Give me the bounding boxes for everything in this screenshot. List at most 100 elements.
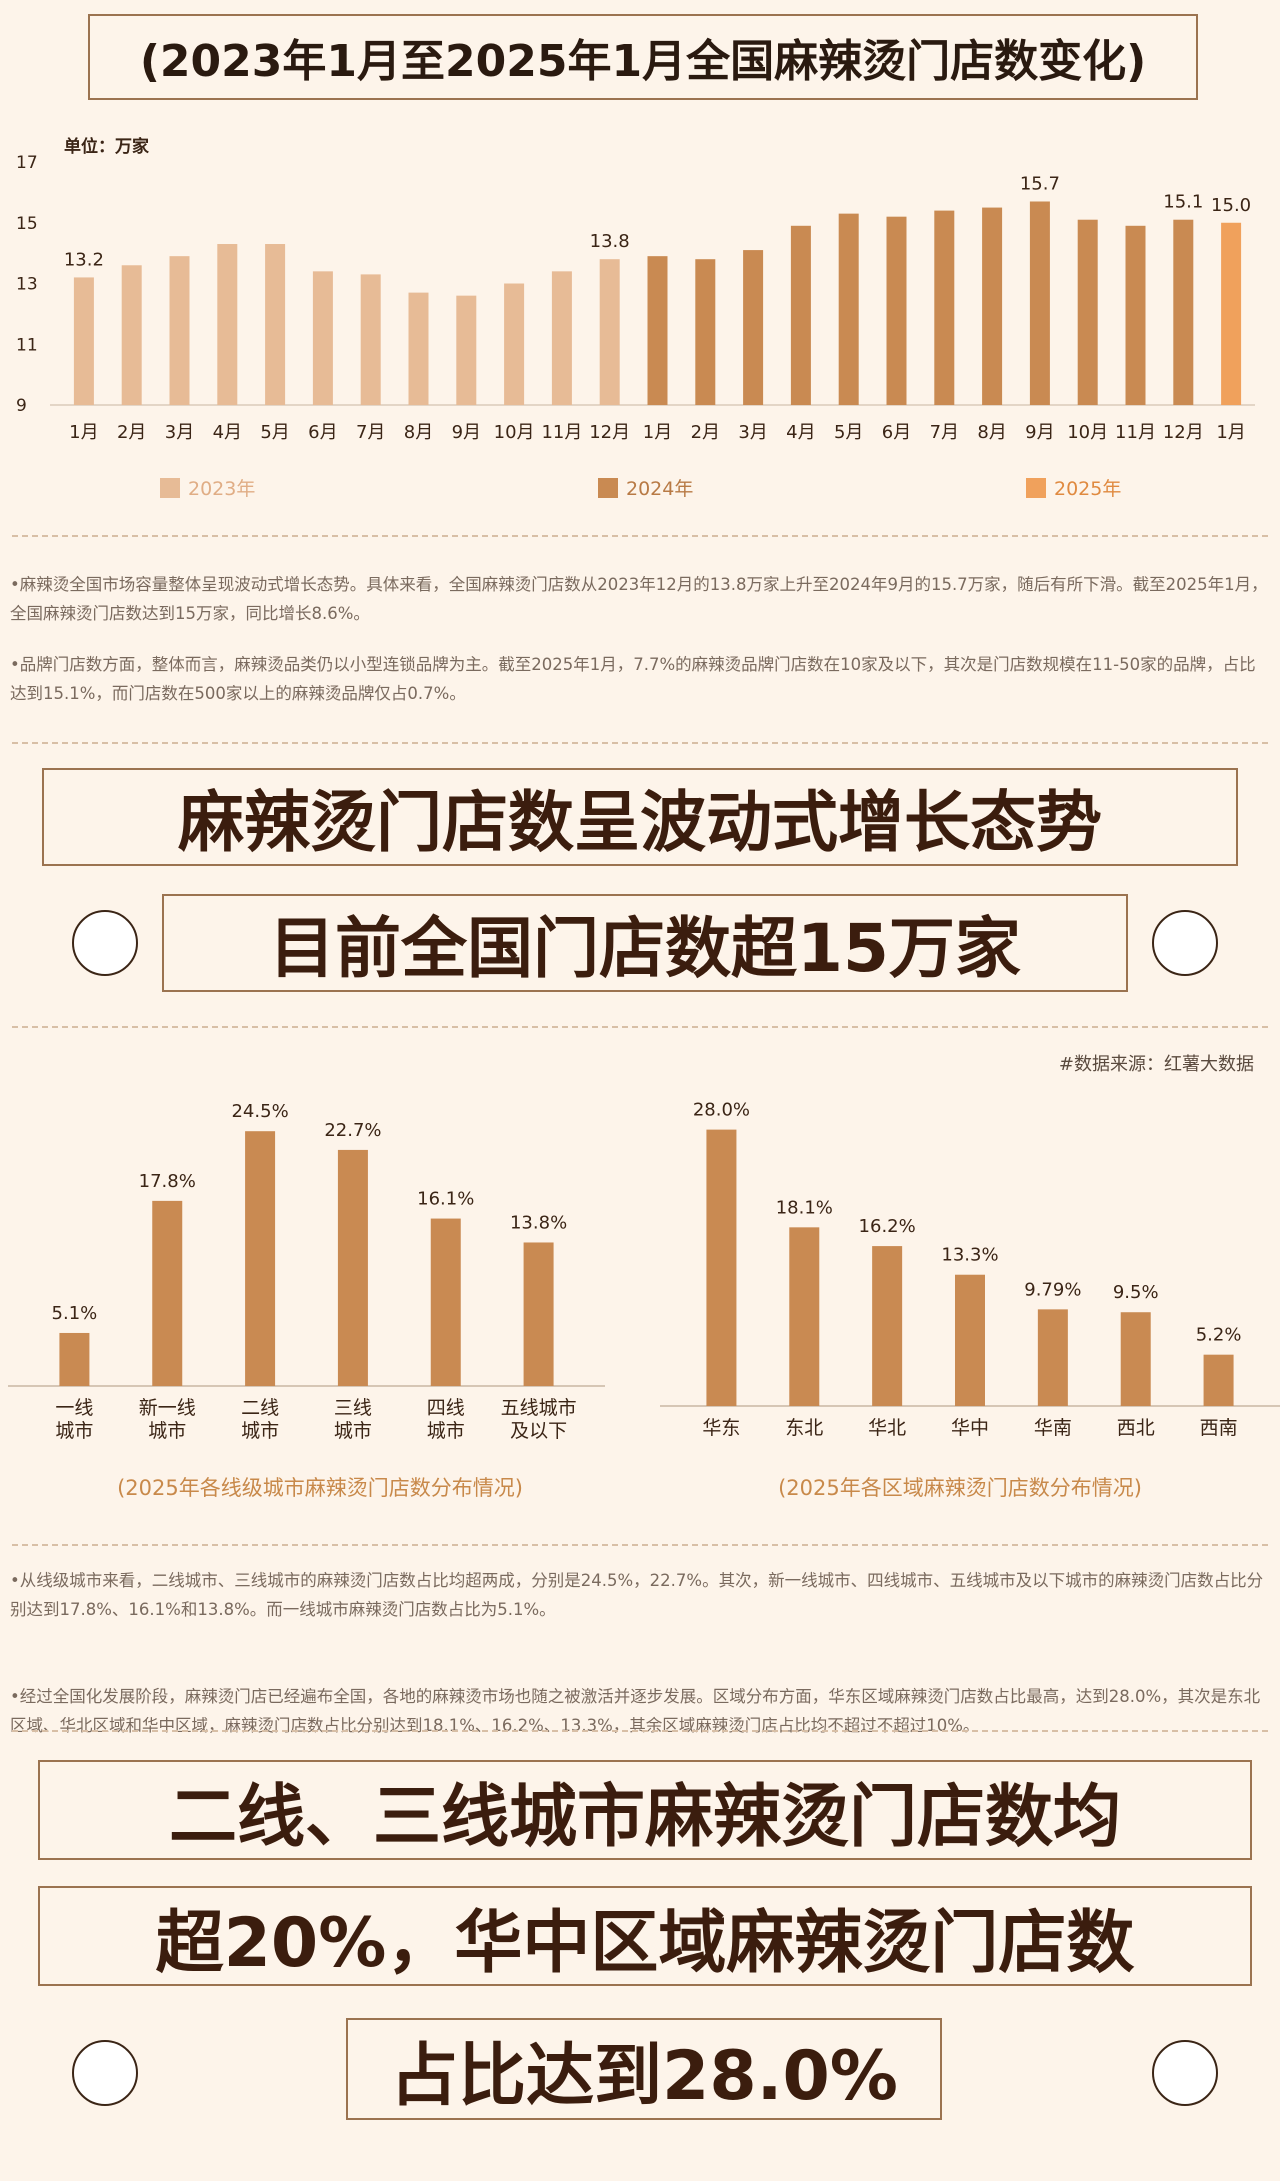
bar bbox=[1221, 222, 1242, 405]
bar bbox=[838, 213, 859, 405]
bar bbox=[456, 295, 477, 405]
x-tick-label: 华南 bbox=[1034, 1417, 1072, 1439]
bar bbox=[152, 1200, 183, 1386]
x-tick-label: 5月 bbox=[834, 422, 863, 443]
x-tick-label: 3月 bbox=[738, 422, 767, 443]
bar bbox=[217, 244, 238, 405]
bar bbox=[408, 292, 429, 405]
circle-decoration bbox=[72, 2040, 138, 2106]
x-tick-label: 8月 bbox=[977, 422, 1006, 443]
data-label: 16.1% bbox=[417, 1189, 474, 1210]
data-label: 17.8% bbox=[139, 1171, 196, 1192]
monthly-store-chart: 9 11 13 15 17 1月 2月 3月 4月 5月 6月 7月 8月 9月 10月 11月 12月 1月 2月… bbox=[16, 153, 1255, 443]
data-label: 5.1% bbox=[52, 1303, 98, 1324]
data-label: 13.2 bbox=[64, 249, 104, 270]
x-tick-label: 城市 bbox=[55, 1420, 93, 1442]
x-tick-label: 9月 bbox=[452, 422, 481, 443]
bar bbox=[1029, 201, 1050, 405]
bar bbox=[790, 225, 811, 405]
x-tick-label: 1月 bbox=[69, 422, 98, 443]
y-tick-label: 11 bbox=[16, 335, 38, 355]
bar bbox=[523, 1242, 554, 1386]
x-tick-label: 四线 bbox=[427, 1397, 465, 1419]
note-city-tier: •从线级城市来看，二线城市、三线城市的麻辣烫门店数占比均超两成，分别是24.5%… bbox=[10, 1571, 1264, 1619]
x-tick-label: 城市 bbox=[148, 1420, 186, 1442]
circle-decoration bbox=[1152, 2040, 1218, 2106]
bar bbox=[886, 216, 907, 405]
x-tick-label: 五线城市 bbox=[501, 1397, 577, 1419]
bar bbox=[706, 1129, 737, 1406]
note-brand: •品牌门店数方面，整体而言，麻辣烫品类仍以小型连锁品牌为主。截至2025年1月，… bbox=[10, 655, 1256, 703]
caption-city-tier: (2025年各线级城市麻辣烫门店数分布情况) bbox=[117, 1476, 523, 1500]
note-market: •麻辣烫全国市场容量整体呈现波动式增长态势。具体来看，全国麻辣烫门店数从2023… bbox=[10, 575, 1268, 623]
legend-swatch-2025 bbox=[1026, 477, 1046, 498]
x-tick-label: 7月 bbox=[930, 422, 959, 443]
bar bbox=[337, 1149, 368, 1386]
x-tick-label: 1月 bbox=[1216, 422, 1245, 443]
x-tick-label: 1月 bbox=[643, 422, 672, 443]
y-tick-label: 9 bbox=[16, 396, 27, 416]
x-tick-label: 11月 bbox=[1115, 422, 1156, 443]
y-tick-label: 17 bbox=[16, 153, 38, 173]
data-label: 16.2% bbox=[859, 1216, 916, 1237]
x-tick-label: 2月 bbox=[691, 422, 720, 443]
x-tick-label: 3月 bbox=[165, 422, 194, 443]
data-label: 13.8% bbox=[510, 1212, 567, 1233]
legend-item-2024: 2024年 bbox=[598, 474, 693, 501]
bar bbox=[59, 1332, 90, 1386]
bar bbox=[647, 256, 668, 405]
chart-title: (2023年1月至2025年1月全国麻辣烫门店数变化) bbox=[88, 14, 1198, 100]
city-tier-chart: 5.1% 一线城市 17.8% 新一线城市 24.5% 二线城市 22.7% 三线城市 16.1… bbox=[8, 1101, 605, 1442]
x-tick-label: 2月 bbox=[117, 422, 146, 443]
data-label: 18.1% bbox=[776, 1197, 833, 1218]
circle-decoration bbox=[1152, 910, 1218, 976]
legend-item-2025: 2025年 bbox=[1026, 474, 1121, 501]
unit-label: 单位：万家 bbox=[64, 137, 149, 157]
x-tick-label: 西北 bbox=[1117, 1417, 1155, 1439]
data-label: 9.79% bbox=[1024, 1279, 1081, 1300]
divider bbox=[12, 535, 1268, 537]
data-label: 15.0 bbox=[1211, 195, 1251, 216]
bar bbox=[1077, 219, 1098, 405]
x-tick-label: 6月 bbox=[882, 422, 911, 443]
headline-stores: 目前全国门店数超15万家 bbox=[162, 894, 1128, 992]
bar bbox=[504, 283, 525, 405]
bar bbox=[1125, 225, 1146, 405]
data-label: 15.7 bbox=[1020, 173, 1060, 194]
bar bbox=[360, 274, 381, 405]
bar bbox=[551, 271, 572, 405]
caption-region: (2025年各区域麻辣烫门店数分布情况) bbox=[778, 1476, 1142, 1500]
bar bbox=[1203, 1354, 1234, 1406]
data-label: 9.5% bbox=[1113, 1282, 1159, 1303]
bar bbox=[73, 277, 94, 405]
circle-decoration bbox=[72, 910, 138, 976]
x-tick-label: 城市 bbox=[241, 1420, 279, 1442]
bar bbox=[955, 1274, 985, 1406]
bar bbox=[982, 207, 1003, 405]
x-tick-label: 华北 bbox=[868, 1417, 906, 1439]
x-tick-label: 8月 bbox=[404, 422, 433, 443]
x-tick-label: 11月 bbox=[541, 422, 582, 443]
headline-tier: 二线、三线城市麻辣烫门店数均 bbox=[38, 1760, 1252, 1860]
x-tick-label: 4月 bbox=[786, 422, 815, 443]
x-tick-label: 9月 bbox=[1025, 422, 1054, 443]
data-source: #数据来源：红薯大数据 bbox=[1058, 1054, 1254, 1075]
x-tick-label: 新一线 bbox=[139, 1397, 196, 1419]
x-tick-label: 华中 bbox=[951, 1417, 989, 1439]
data-label: 22.7% bbox=[324, 1120, 381, 1141]
legend-item-2023: 2023年 bbox=[160, 474, 255, 501]
divider bbox=[12, 1026, 1268, 1028]
bar bbox=[312, 271, 333, 405]
x-tick-label: 二线 bbox=[241, 1397, 279, 1419]
x-tick-label: 西南 bbox=[1200, 1417, 1238, 1439]
data-label: 28.0% bbox=[693, 1100, 750, 1121]
x-tick-label: 10月 bbox=[494, 422, 535, 443]
x-tick-label: 10月 bbox=[1067, 422, 1108, 443]
region-chart: 28.0% 华东 18.1% 东北 16.2% 华北 13.3% 华中 9.79% 华南 9.5% 西… bbox=[660, 1100, 1280, 1439]
bar bbox=[1173, 219, 1194, 405]
bar bbox=[695, 259, 716, 405]
divider bbox=[12, 742, 1268, 744]
divider bbox=[12, 1730, 1268, 1732]
x-tick-label: 12月 bbox=[1163, 422, 1204, 443]
data-label: 5.2% bbox=[1196, 1325, 1242, 1346]
